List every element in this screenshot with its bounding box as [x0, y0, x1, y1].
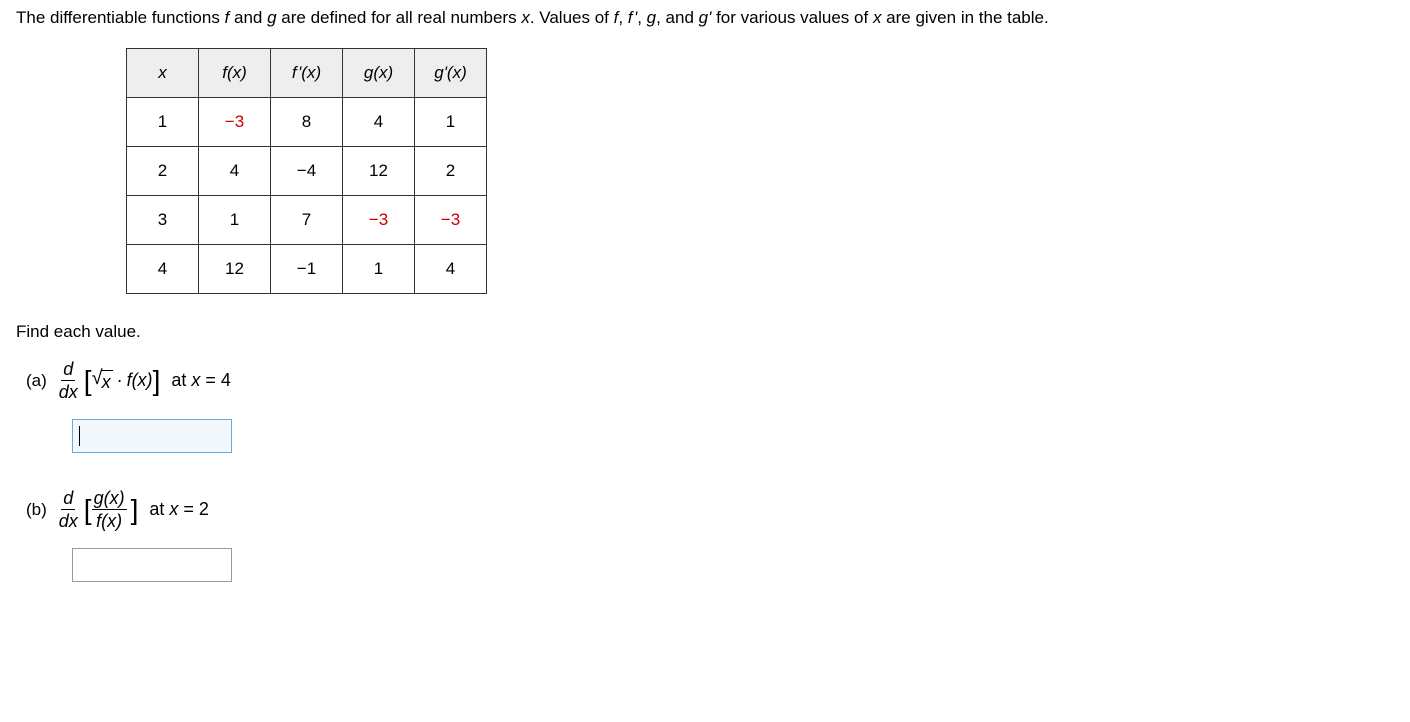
- text-cursor: [79, 426, 80, 446]
- table-header-row: x f(x) f '(x) g(x) g'(x): [127, 49, 487, 98]
- cell-gpx: 2: [415, 147, 487, 196]
- part-a-expression: d dx [ √ x · f(x) ] at x = 4: [57, 360, 231, 401]
- values-table: x f(x) f '(x) g(x) g'(x) 1−384124−412231…: [126, 48, 487, 294]
- part-a: (a) d dx [ √ x · f(x) ] at x = 4: [16, 360, 1394, 453]
- cell-gx: 1: [343, 245, 415, 294]
- cell-gx: 4: [343, 98, 415, 147]
- cell-gpx: 1: [415, 98, 487, 147]
- problem-intro: The differentiable functions f and g are…: [16, 8, 1394, 28]
- cell-fx: 12: [199, 245, 271, 294]
- cell-fpx: 8: [271, 98, 343, 147]
- part-b-label: (b): [26, 500, 47, 520]
- cell-gpx: −3: [415, 196, 487, 245]
- cell-fx: 4: [199, 147, 271, 196]
- cell-fx: −3: [199, 98, 271, 147]
- header-gx: g(x): [343, 49, 415, 98]
- cell-fpx: −4: [271, 147, 343, 196]
- cell-x: 2: [127, 147, 199, 196]
- part-b-answer-input[interactable]: [72, 548, 232, 582]
- table-row: 1−3841: [127, 98, 487, 147]
- part-b-expression: d dx [ g(x) f(x) ] at x = 2: [57, 489, 209, 530]
- cell-gx: −3: [343, 196, 415, 245]
- header-fpx: f '(x): [271, 49, 343, 98]
- table-row: 24−4122: [127, 147, 487, 196]
- find-each-value: Find each value.: [16, 322, 1394, 342]
- part-b: (b) d dx [ g(x) f(x) ] at x = 2: [16, 489, 1394, 582]
- cell-gx: 12: [343, 147, 415, 196]
- header-gpx: g'(x): [415, 49, 487, 98]
- part-a-answer-input[interactable]: [72, 419, 232, 453]
- table-row: 412−114: [127, 245, 487, 294]
- part-a-label: (a): [26, 371, 47, 391]
- cell-gpx: 4: [415, 245, 487, 294]
- values-table-container: x f(x) f '(x) g(x) g'(x) 1−384124−412231…: [126, 48, 1394, 294]
- table-row: 317−3−3: [127, 196, 487, 245]
- cell-fpx: −1: [271, 245, 343, 294]
- header-fx: f(x): [199, 49, 271, 98]
- cell-fx: 1: [199, 196, 271, 245]
- cell-x: 4: [127, 245, 199, 294]
- cell-x: 3: [127, 196, 199, 245]
- header-x: x: [127, 49, 199, 98]
- cell-fpx: 7: [271, 196, 343, 245]
- cell-x: 1: [127, 98, 199, 147]
